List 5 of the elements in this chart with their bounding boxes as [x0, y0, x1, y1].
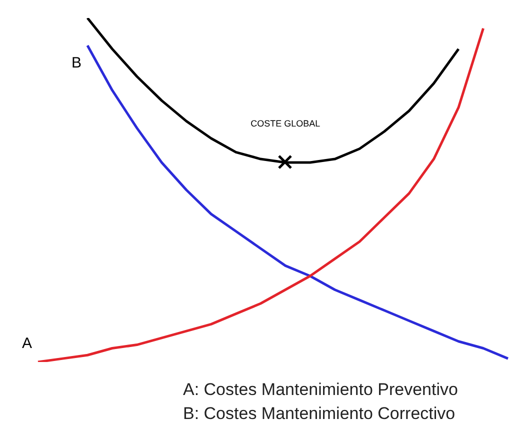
series-label: A	[22, 335, 32, 352]
series-label: B	[71, 54, 82, 72]
text: B: Costes Mantenimiento Correctivo	[183, 403, 456, 425]
text: COSTE GLOBAL	[250, 118, 320, 128]
text: A: Costes Mantenimiento Preventivo	[183, 379, 459, 401]
